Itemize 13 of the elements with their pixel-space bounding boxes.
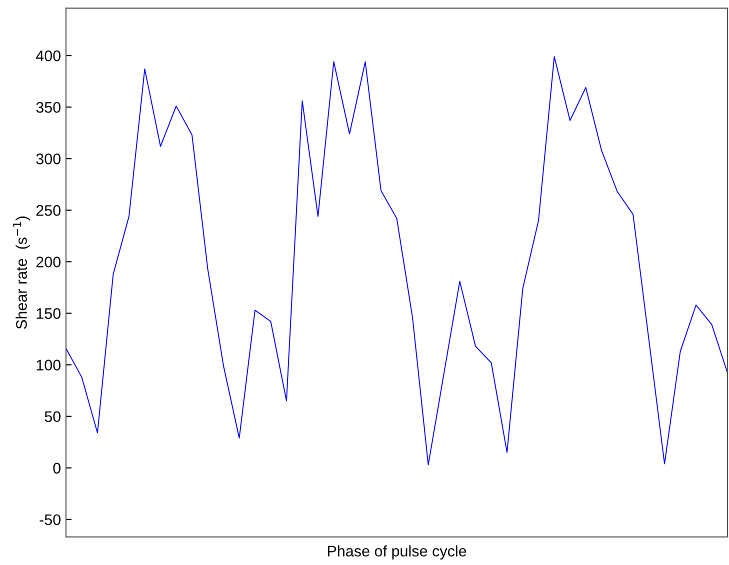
x-axis-title: Phase of pulse cycle: [328, 545, 466, 560]
y-axis-title: Shear rate (s$^{−1}$): [13, 216, 30, 329]
y-tick-label: 350: [36, 102, 61, 113]
y-tick-label: 300: [36, 154, 61, 164]
y-tick-label: -50: [40, 514, 61, 526]
line-series: [66, 56, 728, 466]
y-tick-label: 150: [36, 308, 61, 319]
y-tick-label: 0: [53, 462, 61, 474]
y-tick-label: 400: [36, 50, 61, 62]
y-tick-label: 200: [36, 256, 61, 268]
y-tick-label: 50: [44, 411, 61, 422]
y-tick-label: 100: [36, 360, 61, 371]
y-tick-label: 250: [36, 205, 61, 216]
